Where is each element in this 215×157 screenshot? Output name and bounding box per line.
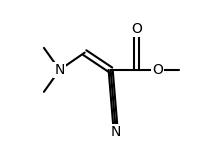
Text: O: O <box>152 63 163 77</box>
Text: N: N <box>54 63 65 77</box>
Text: N: N <box>111 125 121 139</box>
Text: O: O <box>131 22 142 36</box>
